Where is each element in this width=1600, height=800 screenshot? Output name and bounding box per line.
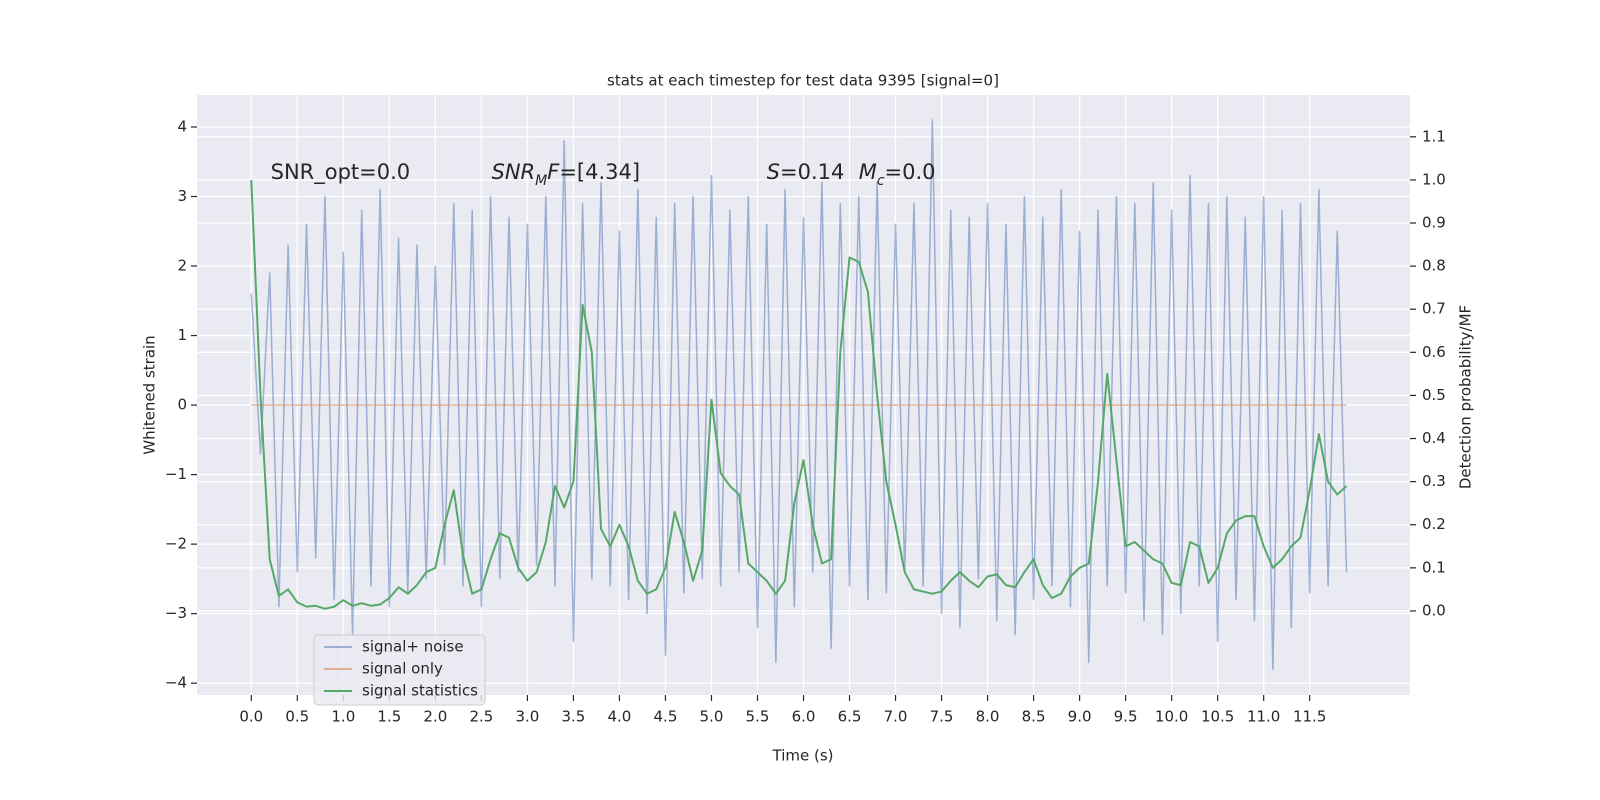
y-tick-label: −4 — [165, 674, 187, 692]
annotation: SNRMF=[4.34] — [492, 160, 641, 189]
y2-tick-label: 0.3 — [1422, 472, 1446, 490]
annotation-part: SNR_opt=0.0 — [271, 160, 411, 185]
x-axis-label: Time (s) — [772, 747, 834, 765]
y-tick-label: 4 — [177, 117, 187, 135]
y2-tick-label: 0.7 — [1422, 300, 1446, 318]
series-line — [250, 119, 1348, 671]
x-tick-label: 10.5 — [1201, 708, 1234, 726]
legend-box — [313, 634, 486, 706]
y-tick-label: 0 — [177, 396, 187, 414]
annotation-part: =0.14 — [780, 160, 844, 184]
x-tick-label: 11.5 — [1293, 708, 1326, 726]
x-tick-label: 5.0 — [700, 708, 724, 726]
y2-tick-label: 1.1 — [1422, 127, 1446, 145]
x-tick-label: 9.5 — [1114, 708, 1138, 726]
y-tick-label: 2 — [177, 257, 187, 275]
x-tick-label: 7.0 — [884, 708, 908, 726]
annotation-part: F — [547, 160, 560, 184]
x-tick-label: 7.5 — [930, 708, 954, 726]
x-tick-label: 2.5 — [469, 708, 493, 726]
x-tick-label: 8.5 — [1022, 708, 1046, 726]
x-tick-label: 9.0 — [1068, 708, 1092, 726]
legend-label: signal+ noise — [362, 638, 464, 656]
x-tick-label: 4.5 — [654, 708, 678, 726]
legend-label: signal statistics — [362, 682, 478, 700]
y2-tick-label: 0.0 — [1422, 601, 1446, 619]
annotation-part: c — [877, 173, 885, 189]
annotation: S=0.14 — [767, 160, 845, 184]
y2-tick-label: 0.6 — [1422, 343, 1446, 361]
y2-tick-label: 0.5 — [1422, 386, 1446, 404]
annotation-part: SNR — [492, 160, 536, 184]
annotation-part: =[4.34] — [559, 160, 640, 184]
y2-tick-label: 0.9 — [1422, 214, 1446, 232]
x-tick-label: 4.0 — [608, 708, 632, 726]
x-tick-label: 2.0 — [423, 708, 447, 726]
x-tick-label: 0.5 — [285, 708, 309, 726]
y2-tick-label: 0.2 — [1422, 515, 1446, 533]
legend-label: signal only — [362, 660, 443, 678]
x-tick-label: 6.5 — [838, 708, 862, 726]
y-tick-label: 3 — [177, 187, 187, 205]
x-tick-label: 1.0 — [331, 708, 355, 726]
annotation: SNR_opt=0.0 — [271, 160, 411, 185]
x-tick-label: 3.0 — [515, 708, 539, 726]
y2-tick-label: 0.8 — [1422, 257, 1446, 275]
y2-tick-label: 1.0 — [1422, 170, 1446, 188]
y2-axis-label: Detection probability/MF — [1457, 305, 1475, 489]
y-tick-label: 1 — [177, 326, 187, 344]
x-tick-label: 11.0 — [1247, 708, 1280, 726]
x-tick-label: 3.5 — [561, 708, 585, 726]
y-axis-label: Whitened strain — [141, 335, 159, 454]
x-tick-label: 8.0 — [976, 708, 1000, 726]
x-tick-label: 5.5 — [746, 708, 770, 726]
series-line — [250, 179, 1348, 610]
y-tick-label: −3 — [165, 604, 187, 622]
annotation-part: M — [859, 160, 877, 184]
chart-title: stats at each timestep for test data 939… — [607, 72, 999, 90]
x-tick-label: 0.0 — [239, 708, 263, 726]
x-tick-label: 1.5 — [377, 708, 401, 726]
y-tick-label: −2 — [165, 535, 187, 553]
annotation-part: =0.0 — [885, 160, 936, 184]
annotation: Mc=0.0 — [859, 160, 936, 189]
x-tick-label: 6.0 — [792, 708, 816, 726]
y2-tick-label: 0.4 — [1422, 429, 1446, 447]
annotation-part: M — [535, 173, 547, 189]
y-tick-label: −1 — [165, 465, 187, 483]
annotation-part: S — [767, 160, 780, 184]
x-tick-label: 10.0 — [1155, 708, 1188, 726]
y2-tick-label: 0.1 — [1422, 558, 1446, 576]
